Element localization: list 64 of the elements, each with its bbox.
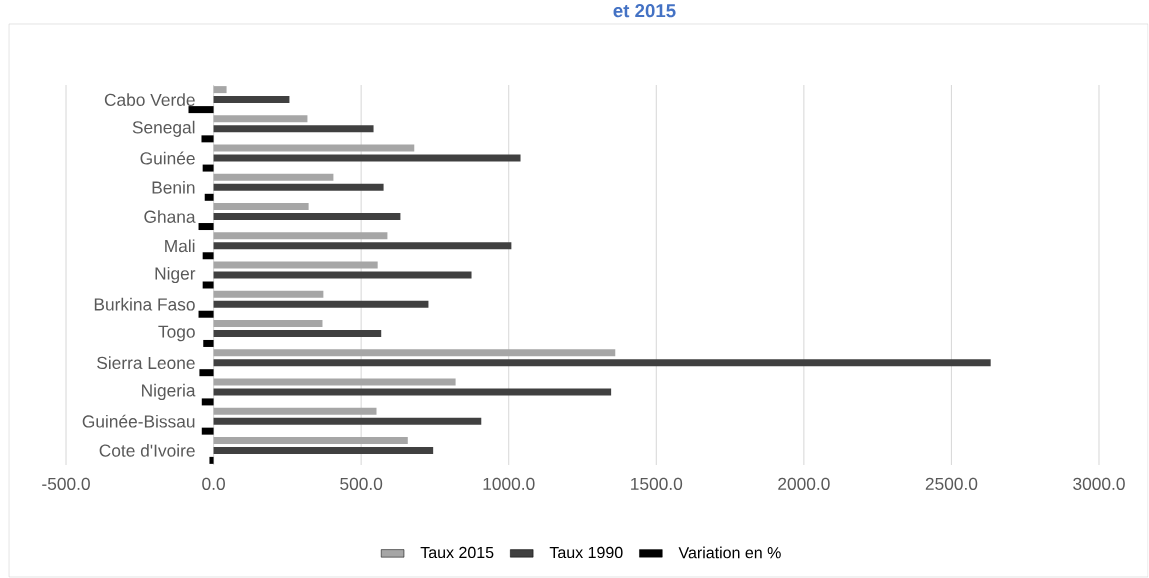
x-tick-label: 0.0 [202,477,225,490]
bar [213,125,374,133]
y-tick-label: Guinée-Bissau [82,414,195,428]
y-tick-label: Mali [165,239,195,253]
bar [213,446,434,454]
bar [213,115,308,123]
y-tick-label: Benin [152,180,195,194]
bar [213,242,512,250]
bar [213,349,616,357]
bar [201,427,214,435]
y-tick-label: Guinée [140,151,195,165]
bar [213,213,401,221]
y-tick-label: Togo [158,325,195,342]
bar [213,300,429,308]
bar [213,290,324,298]
bar [203,339,214,347]
x-tick-label: -500.0 [42,477,90,490]
bar [213,319,323,327]
bar [213,154,521,162]
bar [213,86,227,94]
chart-title: et 2015 [613,4,676,18]
x-tick-label: 500.0 [340,477,383,490]
x-tick-label: 2500.0 [925,477,978,490]
bar [213,329,382,337]
bar [213,359,991,367]
bar [213,261,378,269]
bar [202,164,214,172]
bar [199,369,214,377]
y-tick-label: Cabo Verde [104,93,195,106]
x-tick-label: 3000.0 [1073,477,1125,490]
bar [213,183,384,191]
x-tick-label: 1000.0 [483,477,535,490]
bar [213,436,408,444]
legend-label: Taux 1990 [549,546,623,559]
bar [213,388,612,396]
y-tick-label: Nigeria [142,383,196,400]
bar [201,398,214,406]
bar [213,203,309,211]
legend-label: Taux 2015 [420,546,494,559]
y-tick-label: Senegal [132,120,195,137]
bar [213,173,334,181]
legend-label: Variation en % [678,546,781,559]
bar [204,193,214,201]
bar [188,106,214,114]
y-tick-label: Cote d'Ivoire [99,444,195,457]
bar [198,310,214,318]
y-tick-label: Ghana [144,210,196,223]
bar [213,378,456,386]
bar [213,417,482,425]
bar [209,456,214,464]
bar [201,135,214,143]
bar [213,407,377,415]
y-tick-label: Niger [155,266,196,284]
y-tick-label: Sierra Leone [97,356,195,370]
y-tick-label: Burkina Faso [94,297,195,311]
x-tick-label: 2000.0 [778,477,830,490]
bar [213,96,290,104]
bar [202,252,214,260]
bar [213,144,415,152]
x-tick-label: 1500.0 [631,477,683,490]
bar [213,232,388,240]
bar [213,271,472,279]
bar [198,223,214,231]
bar [202,281,214,289]
